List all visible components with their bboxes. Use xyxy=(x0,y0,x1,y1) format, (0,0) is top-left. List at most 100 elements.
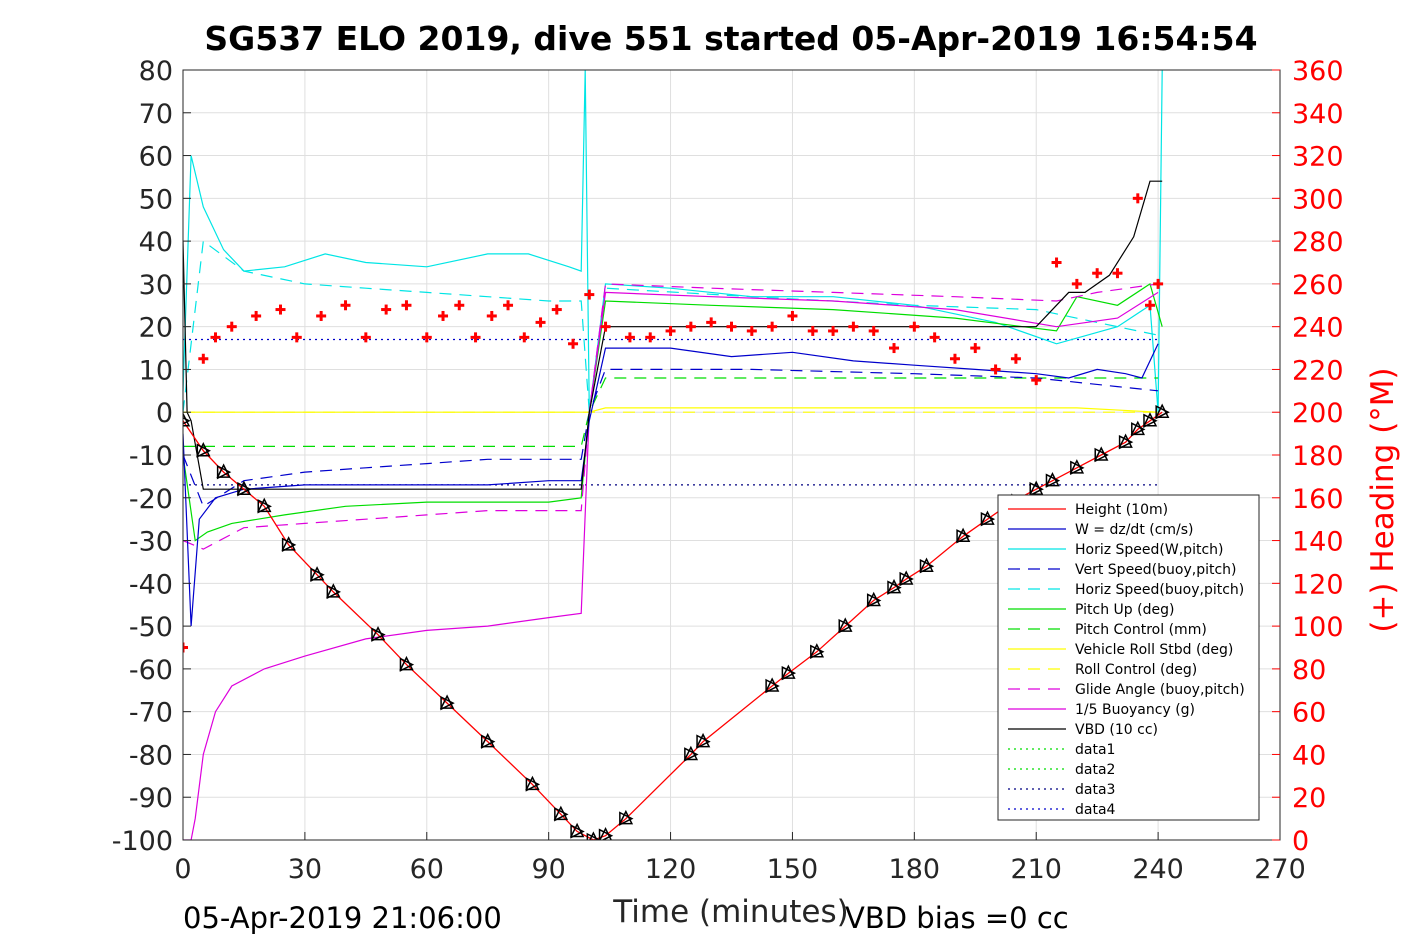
x-tick-label: 0 xyxy=(174,854,191,885)
heading-point xyxy=(291,332,302,343)
right-y-tick-label: 260 xyxy=(1292,270,1344,301)
right-y-tick-label: 80 xyxy=(1292,655,1326,686)
legend-label: Vehicle Roll Stbd (deg) xyxy=(1075,642,1233,658)
x-tick-label: 30 xyxy=(288,854,322,885)
dive-marker xyxy=(866,591,882,608)
dive-marker xyxy=(569,822,585,839)
dive-marker xyxy=(886,578,902,595)
heading-point xyxy=(183,642,188,653)
heading-point xyxy=(807,325,818,336)
x-tick-label: 210 xyxy=(1010,854,1062,885)
heading-point xyxy=(990,364,1001,375)
dive-marker xyxy=(919,557,935,574)
dive-marker xyxy=(955,527,971,544)
legend-label: Horiz Speed(buoy,pitch) xyxy=(1075,582,1244,598)
heading-point xyxy=(1071,278,1082,289)
legend-label: Horiz Speed(W,pitch) xyxy=(1075,542,1223,558)
right-y-tick-label: 60 xyxy=(1292,698,1326,729)
series-vert_buoy xyxy=(183,368,1159,508)
y-tick-label: -30 xyxy=(129,527,173,558)
heading-point xyxy=(909,321,920,332)
right-y-tick-label: 220 xyxy=(1292,355,1344,386)
dive-marker xyxy=(281,536,297,553)
heading-point xyxy=(929,332,940,343)
dive-marker xyxy=(695,732,711,749)
heading-point xyxy=(360,332,371,343)
legend-label: Roll Control (deg) xyxy=(1075,662,1197,678)
y-tick-label: 30 xyxy=(139,270,173,301)
heading-point xyxy=(1153,278,1164,289)
heading-point xyxy=(226,321,237,332)
heading-point xyxy=(401,300,412,311)
dive-marker xyxy=(183,412,191,427)
legend-label: data1 xyxy=(1075,742,1115,758)
right-y-tick-label: 120 xyxy=(1292,569,1344,600)
heading-point xyxy=(486,310,497,321)
heading-point xyxy=(665,325,676,336)
right-y-tick-label: 340 xyxy=(1292,99,1344,130)
heading-point xyxy=(706,317,717,328)
heading-point xyxy=(519,332,530,343)
legend-label: Pitch Control (mm) xyxy=(1075,622,1207,638)
dive-marker xyxy=(586,831,602,840)
y-tick-label: 60 xyxy=(139,142,173,173)
right-y-tick-label: 300 xyxy=(1292,184,1344,215)
dive-marker xyxy=(236,480,252,497)
heading-point xyxy=(454,300,465,311)
dive-marker xyxy=(764,677,780,694)
heading-point xyxy=(970,343,981,354)
dive-marker xyxy=(781,664,797,681)
dive-marker xyxy=(1118,433,1134,450)
x-tick-label: 150 xyxy=(767,854,819,885)
right-y-tick-label: 160 xyxy=(1292,484,1344,515)
x-tick-label: 60 xyxy=(410,854,444,885)
right-y-tick-label: 360 xyxy=(1292,56,1344,87)
y-tick-label: -40 xyxy=(129,569,173,600)
dive-marker xyxy=(480,732,496,749)
dive-marker xyxy=(1130,420,1146,437)
dive-marker xyxy=(898,570,914,587)
heading-point xyxy=(746,325,757,336)
dive-marker xyxy=(838,617,853,634)
heading-point xyxy=(210,332,221,343)
y-tick-label: 40 xyxy=(139,227,173,258)
series-horiz_w xyxy=(183,70,1163,413)
legend-label: 1/5 Buoyancy (g) xyxy=(1075,702,1195,718)
right-y-tick-label: 320 xyxy=(1292,142,1344,173)
right-y-tick-label: 140 xyxy=(1292,527,1344,558)
dive-marker xyxy=(196,442,211,458)
dive-marker xyxy=(1142,412,1158,428)
x-tick-label: 240 xyxy=(1132,854,1184,885)
dive-marker xyxy=(326,583,342,600)
y-tick-label: -50 xyxy=(129,612,173,643)
legend-label: W = dz/dt (cm/s) xyxy=(1075,522,1194,538)
right-y-tick-label: 0 xyxy=(1292,826,1309,857)
dive-marker xyxy=(309,566,325,582)
dive-markers-layer xyxy=(183,403,1170,840)
x-tick-label: 270 xyxy=(1254,854,1306,885)
heading-point xyxy=(868,325,879,336)
heading-point xyxy=(1092,268,1103,279)
y-tick-label: 50 xyxy=(139,184,173,215)
heading-point xyxy=(503,300,514,311)
legend-label: Vert Speed(buoy,pitch) xyxy=(1075,562,1237,578)
y-tick-label: 0 xyxy=(156,398,173,429)
dive-marker xyxy=(439,694,455,711)
heading-point xyxy=(584,289,595,300)
heading-point xyxy=(949,353,960,364)
dive-marker xyxy=(618,809,634,826)
right-y-tick-label: 180 xyxy=(1292,441,1344,472)
series-layer xyxy=(183,70,1163,840)
dive-marker xyxy=(370,625,386,642)
dive-marker xyxy=(525,775,541,792)
right-y-tick-label: 40 xyxy=(1292,740,1326,771)
x-axis: 0 30 60 90 120 150 180 210 240 270 xyxy=(174,832,1306,885)
dive-marker xyxy=(257,497,272,514)
left-y-axis: 80 70 60 50 40 30 20 10 0 -10 -20 -30 -40 -50 -60 -70 -8… xyxy=(112,56,191,857)
right-y-axis: 3603403203002802602402202001801601401201… xyxy=(1272,56,1344,857)
right-y-tick-label: 200 xyxy=(1292,398,1344,429)
legend-label: data2 xyxy=(1075,762,1115,778)
heading-point xyxy=(316,310,327,321)
heading-point xyxy=(600,321,611,332)
